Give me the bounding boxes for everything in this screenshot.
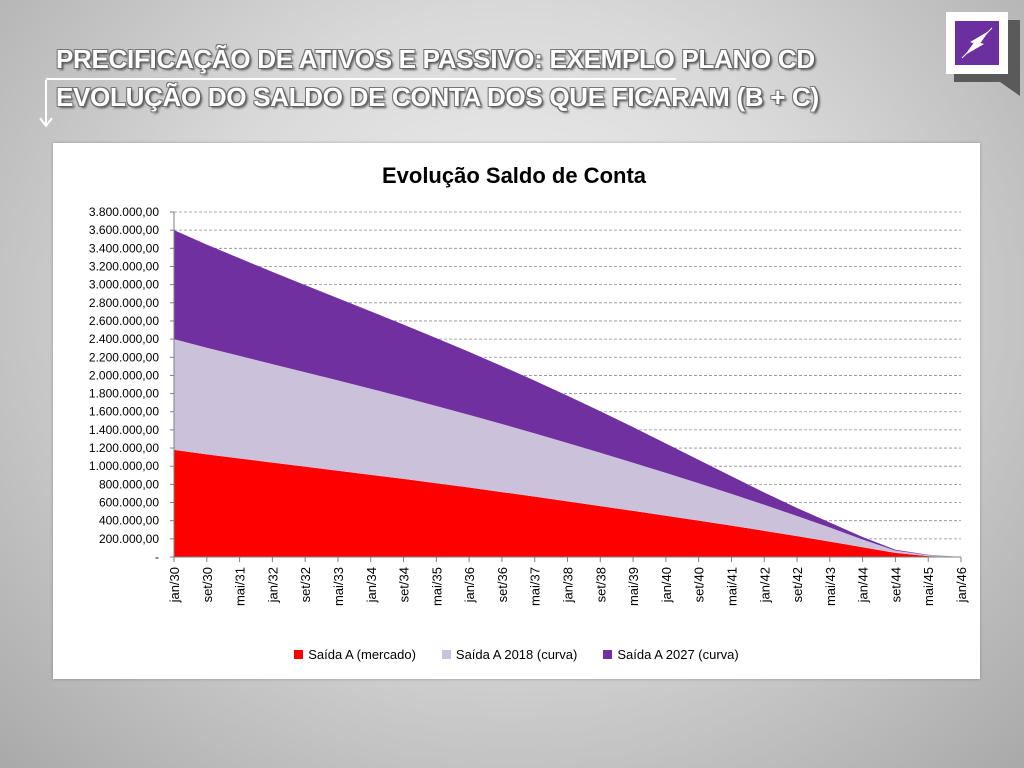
y-tick-label: 200.000,00 bbox=[99, 532, 159, 546]
legend-label: Saída A 2027 (curva) bbox=[617, 647, 739, 662]
x-tick-label: mai/39 bbox=[626, 567, 641, 606]
y-tick-label: 3.400.000,00 bbox=[89, 241, 159, 255]
legend-label: Saída A 2018 (curva) bbox=[455, 647, 578, 662]
legend-item: Saída A (mercado) bbox=[294, 647, 416, 662]
x-tick-label: mai/45 bbox=[921, 567, 936, 606]
y-tick-label: 3.200.000,00 bbox=[89, 259, 159, 273]
legend-swatch bbox=[294, 650, 304, 659]
y-tick-label: 3.000.000,00 bbox=[89, 278, 159, 292]
x-tick-label: mai/31 bbox=[233, 567, 248, 606]
x-tick-label: mai/35 bbox=[429, 567, 444, 606]
down-arrow-icon bbox=[39, 80, 53, 128]
series-areas bbox=[174, 230, 961, 557]
legend-swatch bbox=[603, 650, 613, 659]
series-area-sa-da-a-mercado bbox=[174, 449, 961, 557]
x-tick-label: set/30 bbox=[200, 567, 215, 602]
y-tick-label: 2.800.000,00 bbox=[89, 296, 159, 310]
slide-title: PRECIFICAÇÃO DE ATIVOS E PASSIVO: EXEMPL… bbox=[56, 40, 819, 116]
series-area-sa-da-a-2027-curva bbox=[174, 230, 961, 557]
y-tick-label: 3.800.000,00 bbox=[89, 205, 159, 219]
x-tick-label: jan/30 bbox=[167, 567, 182, 603]
x-tick-label: set/42 bbox=[790, 567, 805, 602]
y-tick-label: 800.000,00 bbox=[99, 477, 159, 491]
x-tick-label: mai/41 bbox=[724, 567, 739, 606]
y-tick-label: 2.400.000,00 bbox=[89, 332, 159, 346]
legend-item: Saída A 2018 (curva) bbox=[441, 647, 578, 662]
legend-item: Saída A 2027 (curva) bbox=[603, 647, 739, 662]
x-tick-label: jan/32 bbox=[265, 567, 280, 603]
y-tick-label: 600.000,00 bbox=[99, 496, 159, 510]
compass-arrow-logo bbox=[946, 12, 1020, 96]
y-tick-label: 1.000.000,00 bbox=[89, 459, 159, 473]
x-tick-label: jan/36 bbox=[462, 567, 477, 603]
y-tick-label: 2.000.000,00 bbox=[89, 368, 159, 382]
x-tick-label: set/38 bbox=[593, 567, 608, 602]
slide-title-line-2: EVOLUÇÃO DO SALDO DE CONTA DOS QUE FICAR… bbox=[56, 82, 819, 112]
title-underline bbox=[46, 78, 676, 80]
y-tick-label: 1.200.000,00 bbox=[89, 441, 159, 455]
y-tick-label: 2.600.000,00 bbox=[89, 314, 159, 328]
x-tick-label: jan/38 bbox=[561, 567, 576, 603]
chart-panel: Evolução Saldo de Conta - 200.000,00 400.0… bbox=[53, 143, 980, 679]
x-tick-label: set/44 bbox=[888, 567, 903, 602]
x-tick-label: set/34 bbox=[397, 567, 412, 602]
x-tick-label: jan/44 bbox=[856, 567, 871, 603]
y-tick-label: 400.000,00 bbox=[99, 514, 159, 528]
series-area-sa-da-a-2018-curva bbox=[174, 339, 961, 557]
y-tick-label: 1.800.000,00 bbox=[89, 387, 159, 401]
y-tick-label: - bbox=[155, 550, 159, 564]
x-tick-label: jan/40 bbox=[659, 567, 674, 603]
chart-legend: Saída A (mercado) Saída A 2018 (curva) Saí… bbox=[53, 647, 980, 662]
x-tick-label: set/36 bbox=[495, 567, 510, 602]
y-tick-label: 2.200.000,00 bbox=[89, 350, 159, 364]
x-tick-label: set/32 bbox=[298, 567, 313, 602]
chart-title: Evolução Saldo de Conta bbox=[382, 163, 647, 188]
x-tick-label: mai/37 bbox=[528, 567, 543, 606]
slide-title-line-1: PRECIFICAÇÃO DE ATIVOS E PASSIVO: EXEMPL… bbox=[56, 44, 815, 74]
legend-label: Saída A (mercado) bbox=[308, 647, 416, 662]
y-tick-label: 1.400.000,00 bbox=[89, 423, 159, 437]
y-tick-label: 1.600.000,00 bbox=[89, 405, 159, 419]
area-chart: Evolução Saldo de Conta - 200.000,00 400.0… bbox=[89, 163, 969, 606]
x-tick-label: jan/46 bbox=[954, 567, 969, 603]
axes: - 200.000,00 400.000,00 600.000,00 800.000,0… bbox=[89, 205, 969, 606]
x-tick-label: jan/42 bbox=[757, 567, 772, 603]
x-tick-label: mai/43 bbox=[823, 567, 838, 606]
x-tick-label: set/40 bbox=[692, 567, 707, 602]
x-tick-label: mai/33 bbox=[331, 567, 346, 606]
x-tick-label: jan/34 bbox=[364, 567, 379, 603]
legend-swatch bbox=[441, 650, 451, 659]
y-tick-label: 3.600.000,00 bbox=[89, 223, 159, 237]
